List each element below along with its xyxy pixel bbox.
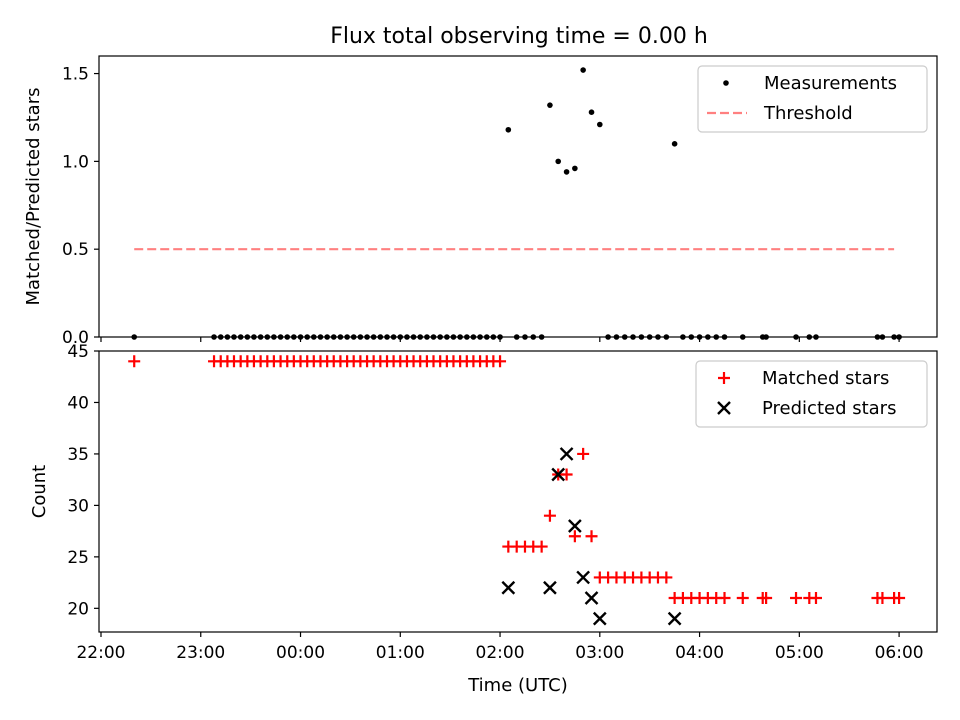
count-panel-point xyxy=(494,355,507,368)
count-panel-ytick-label: 20 xyxy=(67,599,89,619)
count-panel-ytick-label: 35 xyxy=(67,445,89,465)
ratio-panel-point xyxy=(505,126,512,133)
ratio-panel-legend-box xyxy=(697,65,928,133)
ratio-panel-legend: Measurements Threshold xyxy=(697,65,928,133)
count-panel-point xyxy=(718,592,731,605)
ratio-panel-frame xyxy=(98,55,938,338)
count-panel-point xyxy=(543,509,556,522)
count-panel-point xyxy=(568,530,581,543)
count-panel-legend-label: Matched stars xyxy=(762,368,889,389)
count-panel-point xyxy=(660,571,673,584)
count-panel-xtick-label: 06:00 xyxy=(875,643,924,663)
count-panel-ytick-label: 45 xyxy=(67,342,89,362)
ratio-panel-ytick-label: 0.5 xyxy=(62,240,89,260)
count-panel-xtick-label: 01:00 xyxy=(376,643,425,663)
ratio-panel-point xyxy=(671,141,678,147)
count-panel-point xyxy=(560,468,573,481)
count-panel-point xyxy=(576,570,590,585)
ratio-panel-point xyxy=(597,121,603,128)
count-panel-point xyxy=(128,355,141,368)
count-panel-legend-swatch xyxy=(717,401,731,415)
count-panel-ylabel: Count xyxy=(29,465,50,518)
ratio-panel-point xyxy=(555,158,562,165)
count-panel-xtick-label: 04:00 xyxy=(675,643,724,663)
count-panel-point xyxy=(592,611,607,626)
count-panel-point xyxy=(809,592,822,605)
ratio-panel-point xyxy=(572,165,578,172)
count-panel-legend: Matched stars Predicted stars xyxy=(695,360,928,428)
count-panel-ytick-label: 40 xyxy=(67,393,89,413)
ratio-panel-point xyxy=(588,109,595,115)
count-panel-legend-swatch xyxy=(718,372,730,384)
count-panel-point xyxy=(790,592,803,605)
count-panel-xtick-label: 05:00 xyxy=(775,643,824,663)
count-panel-point xyxy=(568,519,582,533)
count-panel: 22:00 23:00 00:00 01:00 02:00 03:00 04:00 05:00… xyxy=(29,342,938,696)
count-panel-xtick-label: 23:00 xyxy=(176,643,225,663)
count-panel-point xyxy=(559,447,574,461)
count-panel-xlabel: Time (UTC) xyxy=(467,675,568,696)
ratio-panel-ytick-label: 0.0 xyxy=(62,328,89,348)
count-panel-point xyxy=(760,592,773,605)
ratio-panel-point xyxy=(547,102,553,108)
ratio-panel-legend-swatch xyxy=(723,80,729,86)
count-panel-point xyxy=(501,580,516,595)
count-panel-ytick-label: 30 xyxy=(67,496,89,516)
ratio-panel-ylabel: Matched/Predicted stars xyxy=(23,88,44,306)
count-panel-legend-box xyxy=(695,360,928,428)
ratio-panel-point xyxy=(580,67,586,73)
ratio-panel-ticks: 0.0 0.5 1.0 1.5 xyxy=(62,65,900,348)
count-panel-point xyxy=(736,592,749,605)
ratio-panel-legend-label: Threshold xyxy=(763,103,853,124)
count-panel-xtick-label: 03:00 xyxy=(575,643,624,663)
count-panel-ticks: 22:00 23:00 00:00 01:00 02:00 03:00 04:00 05:00… xyxy=(67,342,923,663)
ratio-panel-point xyxy=(563,169,570,175)
count-panel-point xyxy=(543,580,557,595)
count-panel-xtick-label: 22:00 xyxy=(76,643,125,663)
count-panel-marks xyxy=(128,355,906,626)
count-panel-point xyxy=(585,530,598,543)
count-panel-xtick-label: 02:00 xyxy=(476,643,525,663)
ratio-panel: 0.0 0.5 1.0 1.5 Matched/Predicted stars Mea… xyxy=(23,55,938,348)
ratio-panel-legend-label: Measurements xyxy=(764,73,897,94)
count-panel-legend-label: Predicted stars xyxy=(762,398,896,419)
count-panel-point xyxy=(577,447,590,460)
count-panel-point xyxy=(876,592,889,605)
count-panel-point xyxy=(667,611,682,626)
count-panel-point xyxy=(551,467,566,482)
count-panel-point xyxy=(535,540,548,553)
count-panel-point xyxy=(584,591,599,605)
count-panel-xtick-label: 00:00 xyxy=(276,643,325,663)
count-panel-frame xyxy=(98,350,938,633)
figure-title: Flux total observing time = 0.00 h xyxy=(330,24,708,49)
count-panel-ytick-label: 25 xyxy=(67,548,89,568)
ratio-panel-ytick-label: 1.0 xyxy=(62,152,89,172)
count-panel-point xyxy=(893,592,906,605)
ratio-panel-ytick-label: 1.5 xyxy=(62,65,89,85)
